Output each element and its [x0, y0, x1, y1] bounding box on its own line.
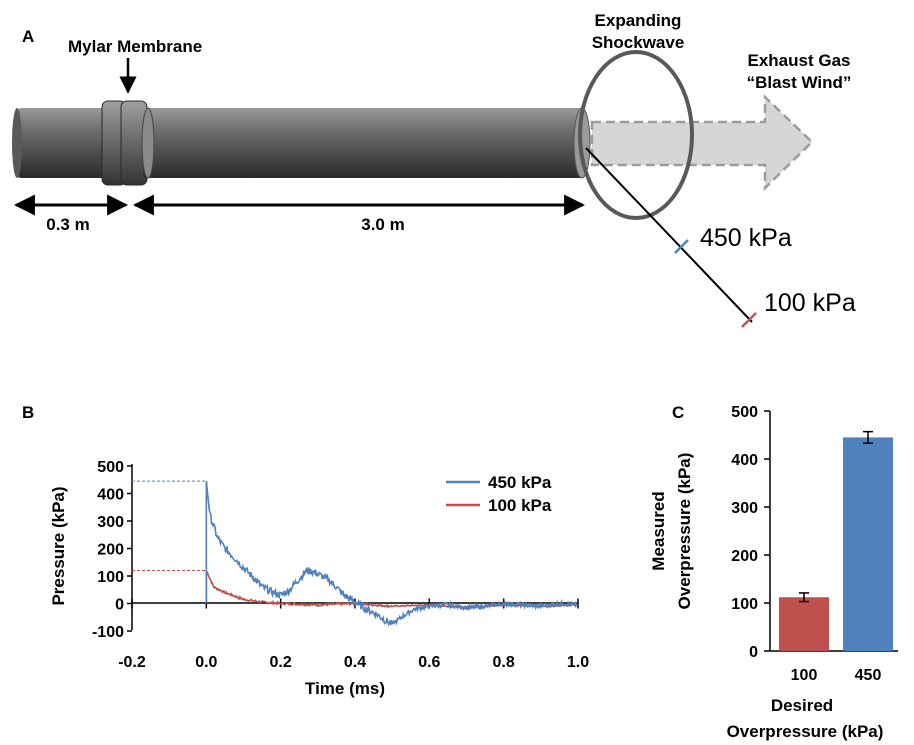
- bar-100: [779, 597, 829, 651]
- x-tick-label: -0.2: [118, 654, 146, 671]
- x-tick-label: 1.0: [567, 654, 589, 671]
- driven-tube-start: [141, 107, 155, 179]
- legend-label-450: 450 kPa: [488, 473, 552, 492]
- overpressure-chart: 500 400 300 200 100 0 100 450: [731, 404, 898, 684]
- chart-b-x-axis-title: Time (ms): [305, 679, 385, 698]
- shockwave-circle: [578, 50, 694, 220]
- sensor-line: [585, 147, 753, 323]
- y-tick-label: -100: [92, 624, 124, 641]
- panel-a-label: A: [22, 27, 34, 46]
- sensor-label-100: 100 kPa: [764, 289, 856, 317]
- dimension-long-label: 3.0 m: [361, 215, 404, 234]
- chart-c-x-title-line2: Overpressure (kPa): [727, 722, 884, 741]
- y-tick-label: 200: [97, 542, 124, 559]
- y-tick-label: 300: [731, 500, 758, 517]
- membrane-label: Mylar Membrane: [68, 37, 202, 56]
- y-tick-label: 500: [731, 404, 758, 421]
- x-tick-label: 0.6: [418, 654, 440, 671]
- dimension-short-label: 0.3 m: [46, 215, 89, 234]
- sensor-mark-100: [741, 312, 757, 328]
- y-tick-label: 100: [97, 569, 124, 586]
- chart-c-x-title-line1: Desired: [771, 696, 833, 715]
- shockwave-label-line1: Expanding: [595, 11, 682, 30]
- driver-tube: [14, 108, 122, 178]
- exhaust-label-line1: Exhaust Gas: [748, 51, 851, 70]
- y-tick-label: 400: [97, 487, 124, 504]
- sensor-mark-450: [674, 239, 689, 254]
- chart-b-y-axis-title: Pressure (kPa): [49, 486, 68, 605]
- category-label: 450: [855, 667, 882, 684]
- x-tick-label: 0.0: [195, 654, 217, 671]
- driven-tube: [143, 108, 585, 178]
- y-tick-label: 0: [749, 644, 758, 661]
- y-tick-label: 400: [731, 452, 758, 469]
- exhaust-label-line2: “Blast Wind”: [747, 73, 852, 92]
- panel-b-label: B: [22, 403, 34, 422]
- bar-450: [843, 437, 893, 651]
- chart-c-y-title-line1: Measured: [649, 491, 668, 570]
- y-tick-label: 100: [731, 596, 758, 613]
- pressure-chart: 500 400 300 200 100 0 -100 -0.2 0.0 0.2 0.4 0.6 0.8 1…: [92, 459, 589, 671]
- y-tick-label: 500: [97, 459, 124, 476]
- driver-tube-end: [12, 108, 22, 178]
- x-tick-label: 0.8: [493, 654, 515, 671]
- y-tick-label: 300: [97, 514, 124, 531]
- x-tick-label: 0.2: [270, 654, 292, 671]
- legend-label-100: 100 kPa: [488, 496, 552, 515]
- sensor-label-450: 450 kPa: [700, 224, 792, 252]
- y-tick-label: 0: [115, 597, 124, 614]
- exhaust-gas-arrow: [590, 94, 814, 191]
- x-tick-label: 0.4: [344, 654, 366, 671]
- y-tick-label: 200: [731, 548, 758, 565]
- shockwave-label-line2: Shockwave: [592, 33, 685, 52]
- category-label: 100: [791, 667, 818, 684]
- series-line-450-kpa: [205, 481, 579, 627]
- panel-c-label: C: [672, 403, 684, 422]
- chart-c-y-title-line2: Overpressure (kPa): [675, 453, 694, 610]
